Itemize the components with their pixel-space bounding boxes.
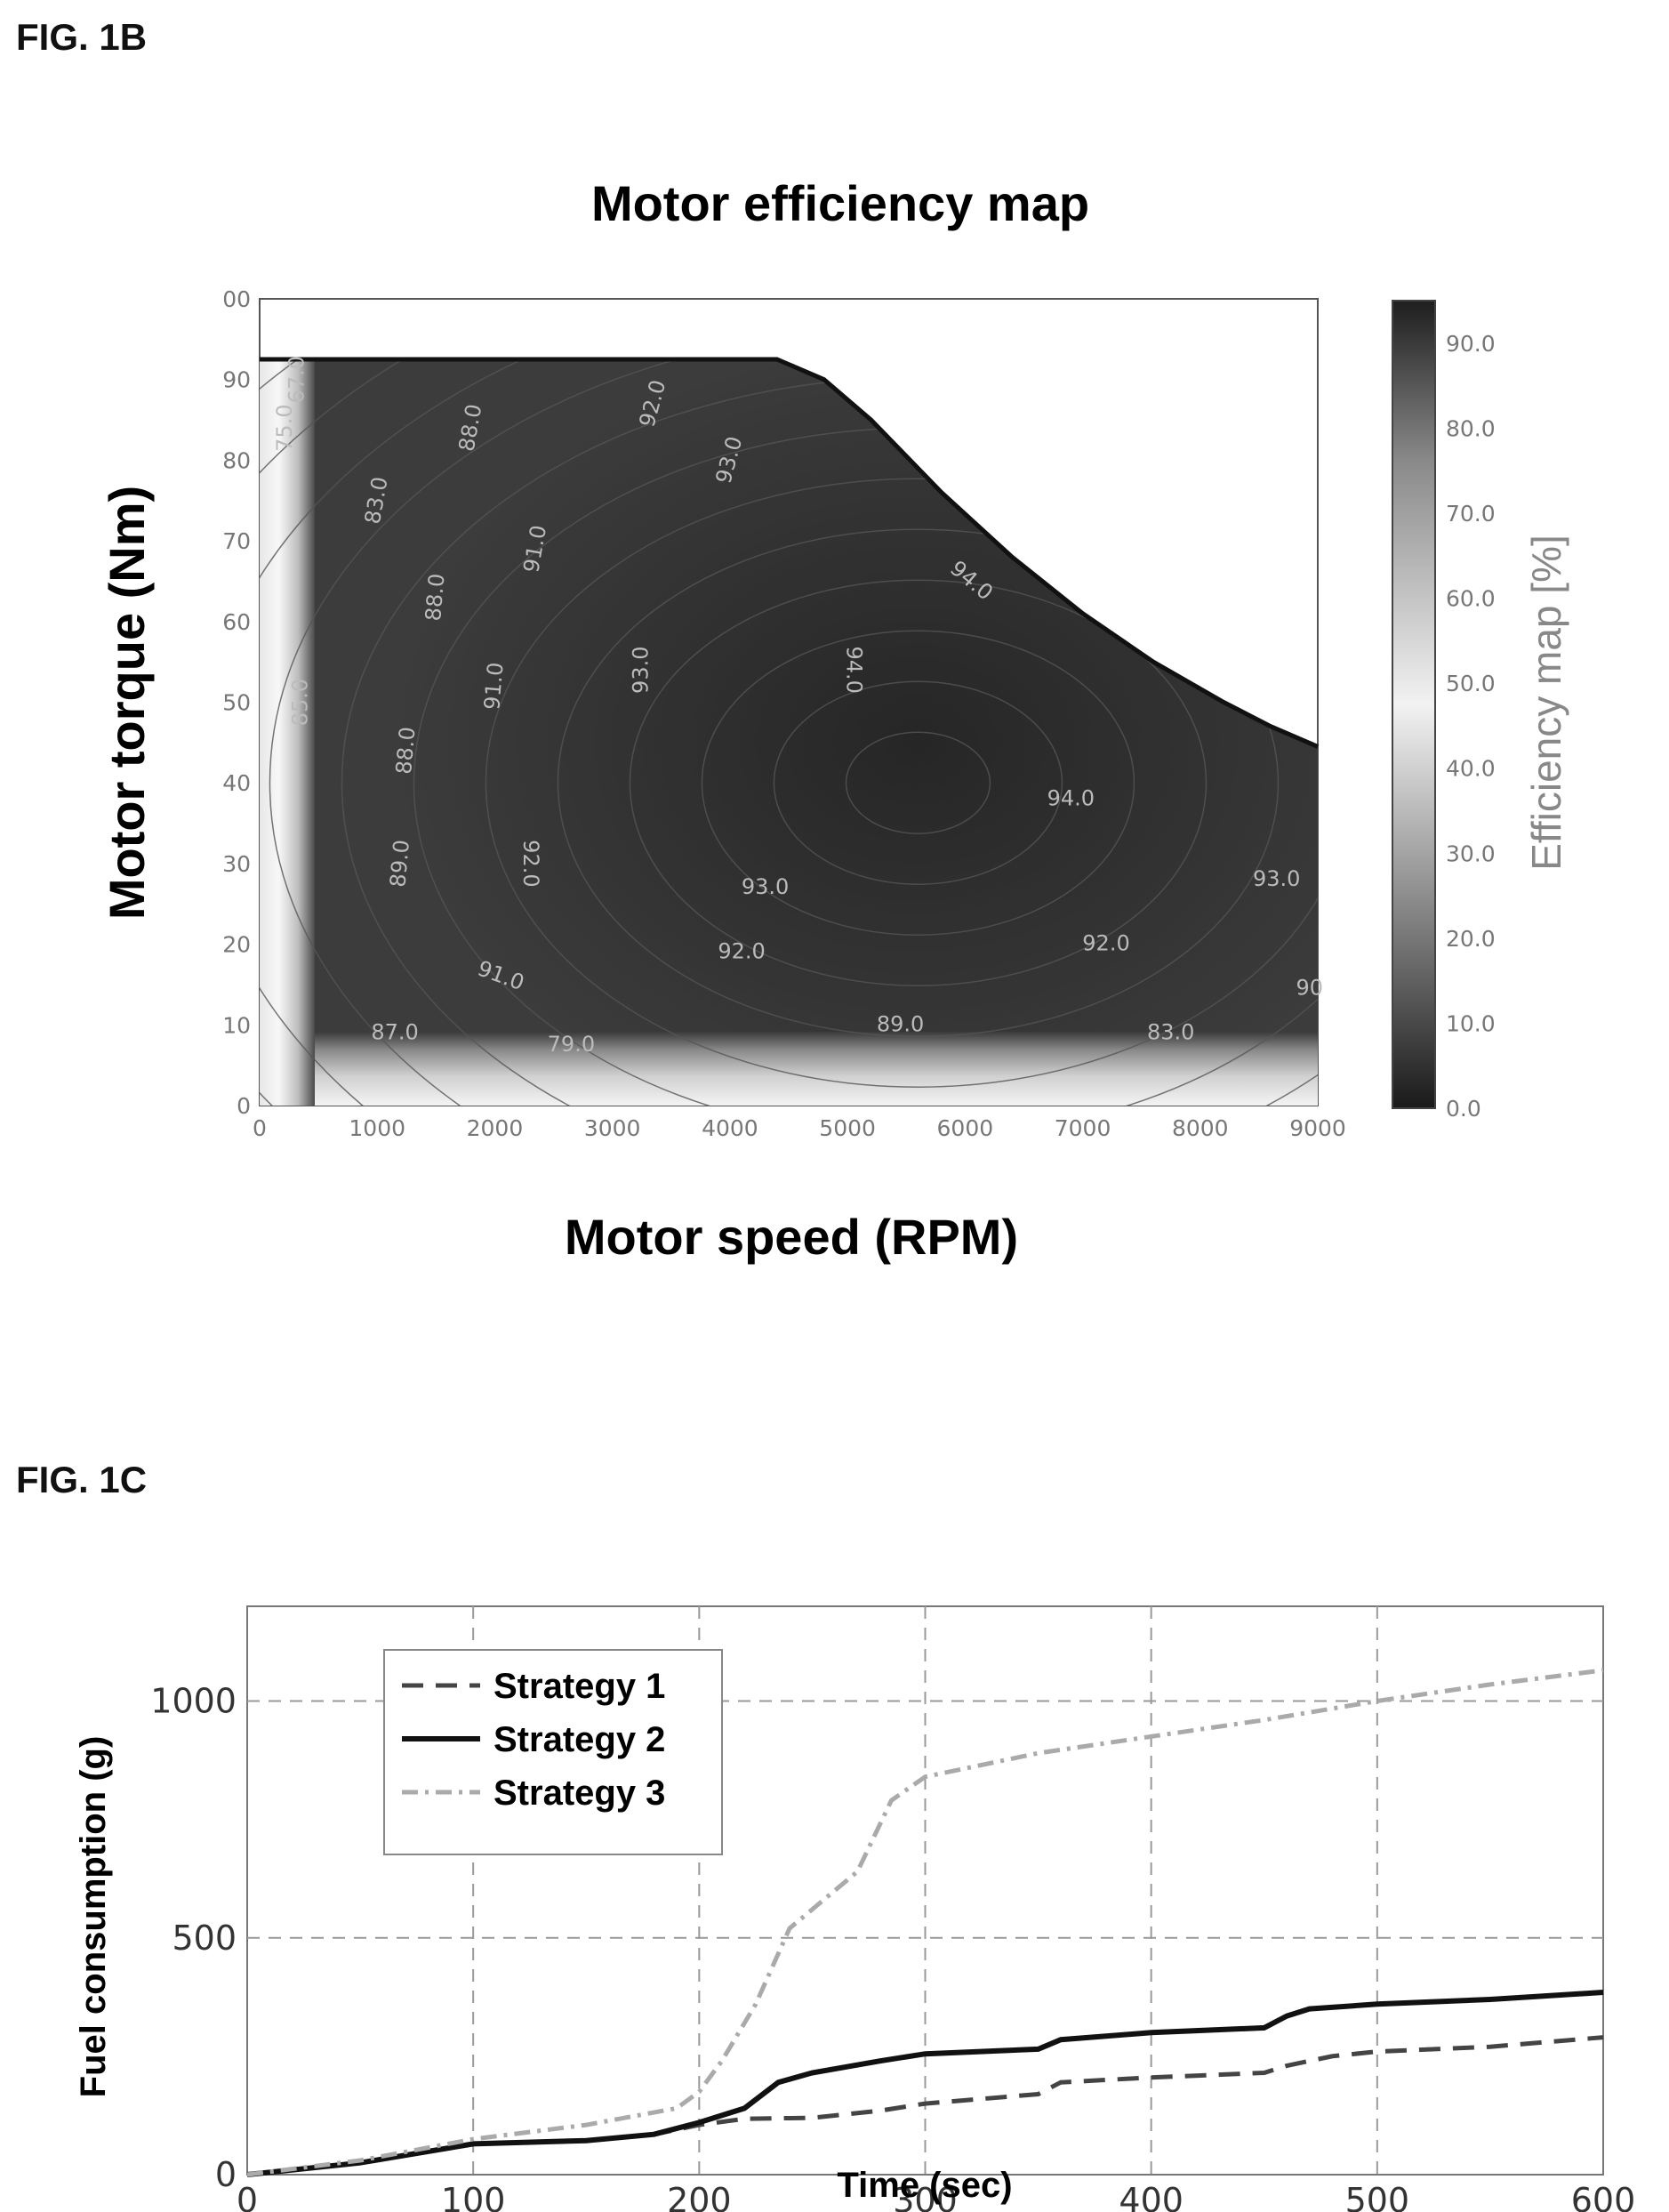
y-tick-label: 500 xyxy=(172,1918,237,1958)
contour-label: 92.0 xyxy=(718,939,765,964)
contour-label: 67.0 xyxy=(284,356,309,403)
contour-label: 92.0 xyxy=(518,840,543,887)
legend-box xyxy=(383,1649,723,1855)
colorbar-tick-label: 50.0 xyxy=(1446,671,1496,696)
x-tick-label: 9000 xyxy=(1289,1115,1346,1141)
y-tick-label: 50 xyxy=(222,690,251,716)
legend: Strategy 1 Strategy 2 Strategy 3 xyxy=(383,1649,723,1855)
fig-1c-label: FIG. 1C xyxy=(16,1459,148,1500)
max-torque-curve xyxy=(260,357,1319,749)
colorbar-gradient xyxy=(1392,300,1436,1109)
x-tick-label: 0 xyxy=(253,1115,267,1141)
x-tick-label: 300 xyxy=(893,2181,958,2212)
legend-label-3: Strategy 3 xyxy=(493,1774,665,1813)
x-tick-label: 2000 xyxy=(467,1115,524,1141)
contour-label: 88.0 xyxy=(421,573,450,623)
contour-line xyxy=(629,579,1208,986)
contour-label: 93.0 xyxy=(742,874,789,899)
efficiency-map-ylabel: Motor torque (Nm) xyxy=(99,486,155,920)
x-tick-label: 4000 xyxy=(702,1115,758,1141)
series-line-3 xyxy=(246,1668,1604,2177)
x-tick-label: 0 xyxy=(237,2181,258,2212)
contour-line xyxy=(845,731,991,834)
colorbar-label: Efficiency map [%] xyxy=(1523,535,1569,871)
x-tick-label: 3000 xyxy=(584,1115,641,1141)
colorbar-tick-label: 30.0 xyxy=(1446,841,1496,866)
contour-label: 91.0 xyxy=(479,661,509,711)
x-tick-label: 400 xyxy=(1119,2181,1184,2212)
y-tick-label: 60 xyxy=(222,609,251,635)
contour-line xyxy=(773,680,1063,885)
y-tick-label: 1000 xyxy=(150,1682,237,1721)
fuel-ylabel: Fuel consumption (g) xyxy=(74,1736,113,2098)
x-tick-label: 8000 xyxy=(1172,1115,1229,1141)
legend-label-1: Strategy 1 xyxy=(493,1667,665,1706)
contour-label: 75.0 xyxy=(272,404,297,451)
contour-label: 94.0 xyxy=(1047,785,1095,810)
y-tick-label: 40 xyxy=(222,770,251,796)
colorbar-tick-label: 20.0 xyxy=(1446,926,1496,952)
contour-label: 92.0 xyxy=(1082,931,1129,956)
contour-line xyxy=(269,359,1318,1106)
contour-label: 89.0 xyxy=(877,1011,924,1036)
colorbar-tick-label: 80.0 xyxy=(1446,415,1496,441)
contour-line xyxy=(485,478,1318,1088)
contour-label: 94.0 xyxy=(842,647,867,694)
fig-1b-label: FIG. 1B xyxy=(16,16,148,58)
contour-line xyxy=(701,630,1135,936)
x-tick-label: 5000 xyxy=(819,1115,876,1141)
contour-label: 85.0 xyxy=(287,679,312,726)
contour-label: 93.0 xyxy=(1253,866,1300,891)
y-tick-label: 80 xyxy=(222,447,251,473)
legend-label-2: Strategy 2 xyxy=(493,1720,665,1759)
contour-label: 93.0 xyxy=(629,647,654,694)
x-tick-label: 600 xyxy=(1571,2181,1636,2212)
efficiency-map-xlabel: Motor speed (RPM) xyxy=(565,1209,1018,1265)
y-tick-label: 0 xyxy=(237,1093,251,1119)
y-tick-label: 0 xyxy=(215,2155,237,2194)
series-line-2 xyxy=(246,1990,1604,2177)
contour-label: 89.0 xyxy=(385,839,414,889)
efficiency-colorbar: 0.010.020.030.040.050.060.070.080.090.0 … xyxy=(1392,300,1569,1122)
x-tick-label: 200 xyxy=(667,2181,732,2212)
colorbar-tick-label: 90.0 xyxy=(1446,331,1496,357)
y-tick-label: 20 xyxy=(222,932,251,958)
x-tick-label: 100 xyxy=(441,2181,506,2212)
x-tick-label: 7000 xyxy=(1055,1115,1111,1141)
colorbar-tick-label: 10.0 xyxy=(1446,1010,1496,1036)
x-tick-label: 500 xyxy=(1345,2181,1410,2212)
y-tick-label: 70 xyxy=(222,528,251,554)
contour-label: 88.0 xyxy=(391,726,421,776)
x-tick-label: 6000 xyxy=(937,1115,994,1141)
y-tick-label: 00 xyxy=(222,286,251,312)
colorbar-tick-label: 40.0 xyxy=(1446,756,1496,782)
colorbar-tick-label: 60.0 xyxy=(1446,586,1496,612)
y-tick-label: 30 xyxy=(222,851,251,877)
colorbar-tick-label: 0.0 xyxy=(1446,1096,1481,1122)
contour-label: 90 xyxy=(1296,975,1323,1000)
contour-label: 83.0 xyxy=(1147,1019,1194,1044)
y-tick-label: 10 xyxy=(222,1012,251,1038)
fuel-xlabel: Time (sec) xyxy=(837,2166,1012,2205)
x-tick-label: 1000 xyxy=(349,1115,405,1141)
efficiency-map-title: Motor efficiency map xyxy=(591,175,1089,231)
contour-label: 79.0 xyxy=(548,1032,595,1057)
efficiency-map-plot: 83.088.0 92.093.091.088.0 94.093.091.0 94.0… xyxy=(222,286,1346,1141)
contour-line xyxy=(557,528,1280,1037)
y-tick-label: 90 xyxy=(222,367,251,393)
contour-label: 87.0 xyxy=(371,1019,418,1044)
colorbar-tick-label: 70.0 xyxy=(1446,501,1496,527)
